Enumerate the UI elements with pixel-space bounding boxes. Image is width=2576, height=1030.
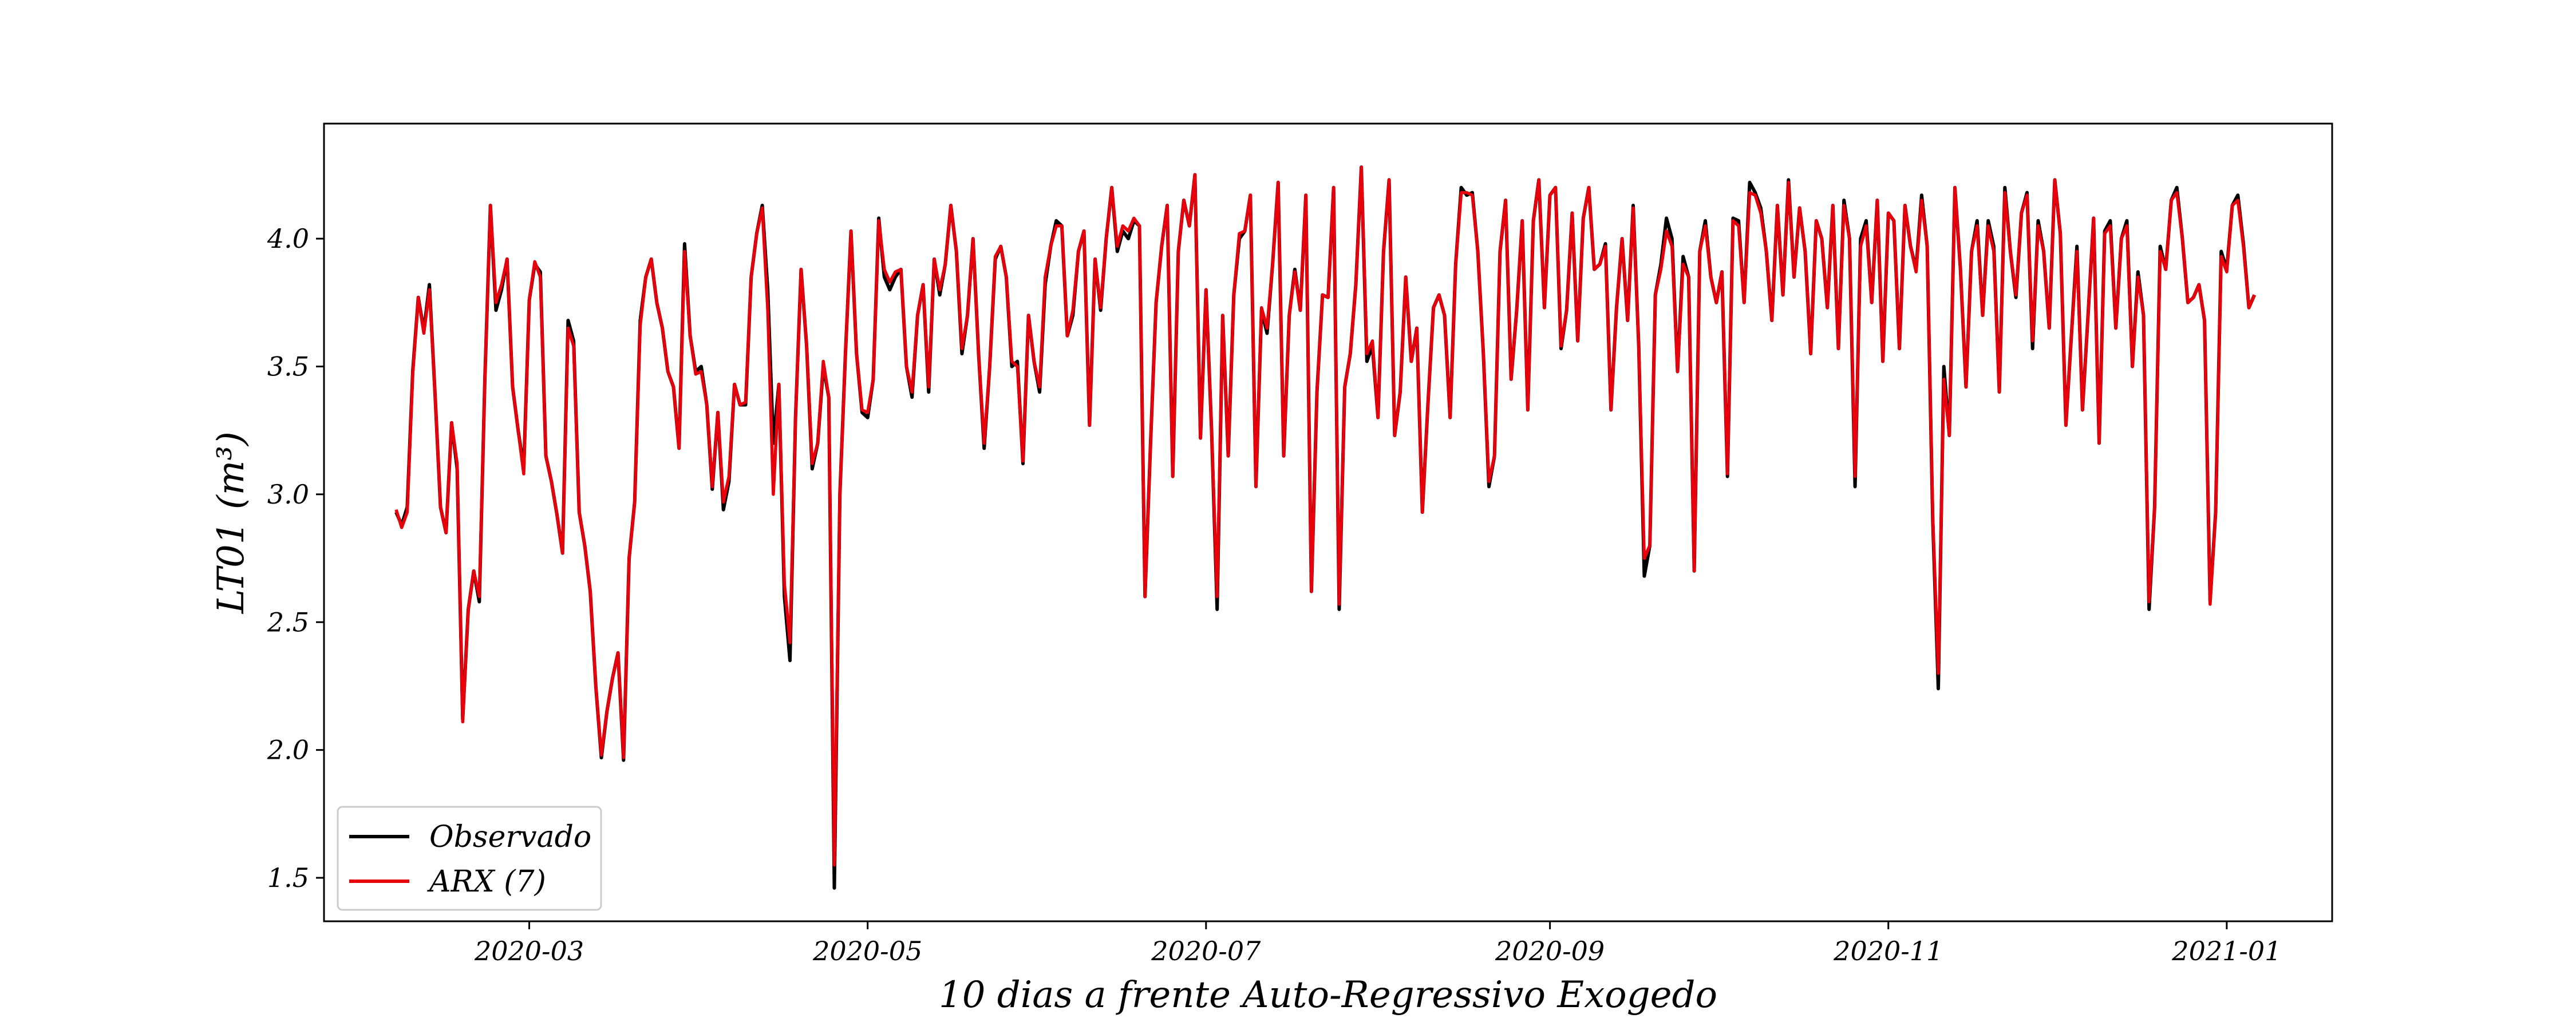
y-tick-label: 4.0	[267, 223, 309, 254]
x-tick-label: 2020-05	[812, 936, 922, 966]
y-tick-label: 3.0	[267, 479, 309, 510]
y-tick-label: 2.5	[267, 607, 309, 637]
x-tick-label: 2020-07	[1151, 936, 1261, 966]
x-tick-label: 2021-01	[2171, 936, 2281, 966]
x-tick-label: 2020-09	[1495, 936, 1605, 966]
y-axis-label: LT01 (m³)	[210, 431, 252, 614]
plot-frame	[323, 122, 2333, 922]
series-layer	[394, 165, 2257, 890]
y-tick-label: 2.0	[267, 735, 309, 766]
ticks-layer: 2020-03 2020-05 2020-07 2020-09 2020-11 2021-…	[267, 223, 2282, 966]
y-tick-label: 3.5	[267, 351, 309, 382]
x-tick-label: 2020-11	[1833, 936, 1943, 966]
series-line-arx	[394, 165, 2256, 867]
x-tick-label: 2020-03	[474, 936, 584, 966]
legend: Observado ARX (7)	[337, 806, 602, 911]
y-tick-label: 1.5	[267, 862, 309, 893]
legend-label-arx: ARX (7)	[427, 865, 546, 899]
x-axis-label: 10 dias a frente Auto-Regressivo Exogedo	[939, 974, 1717, 1016]
legend-label-observado: Observado	[429, 820, 591, 854]
legend-box	[337, 806, 602, 911]
